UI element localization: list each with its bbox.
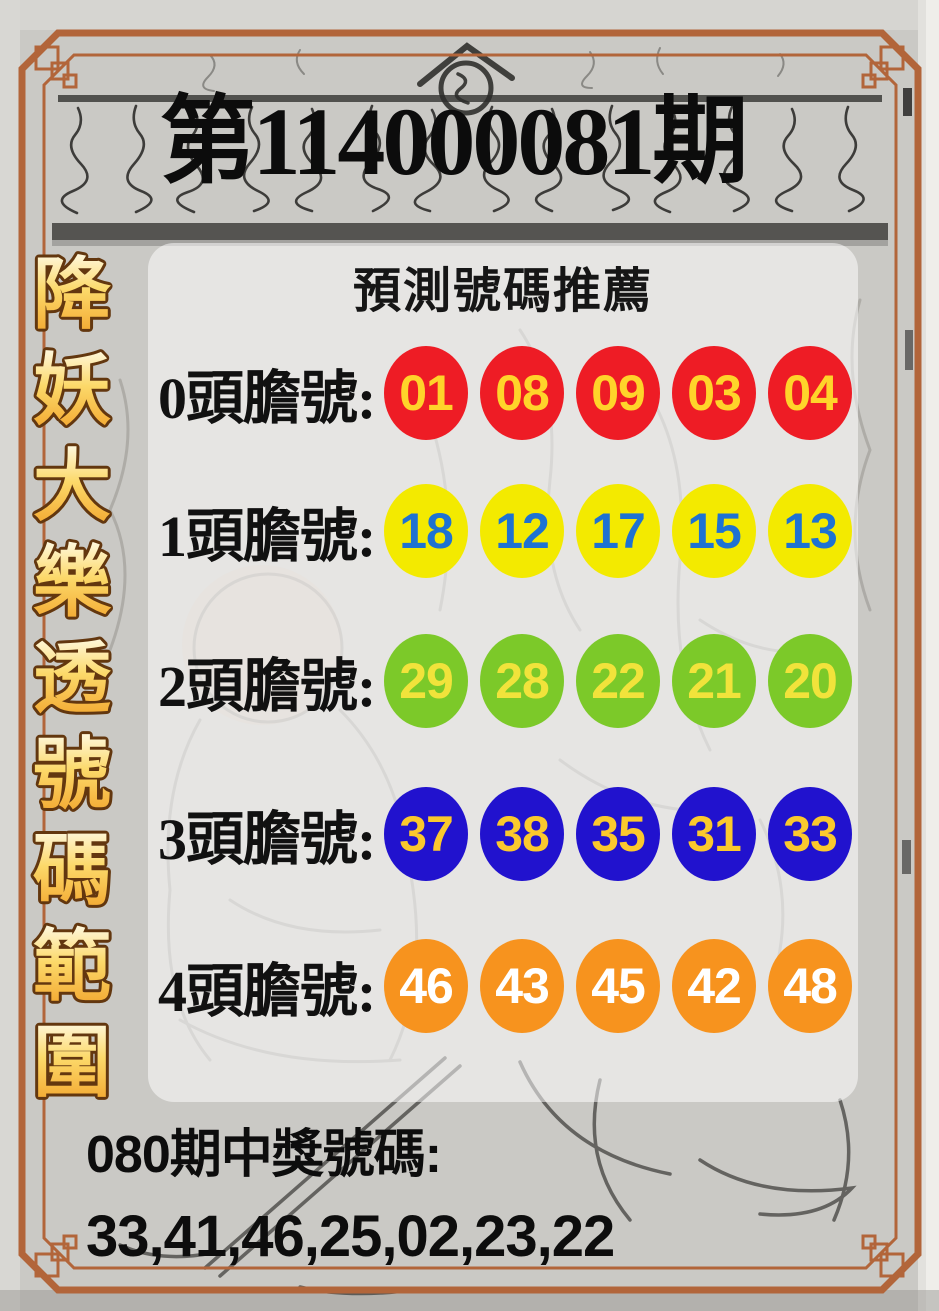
lottery-ball: 08: [480, 346, 564, 440]
lottery-ball: 09: [576, 346, 660, 440]
lottery-ball: 28: [480, 634, 564, 728]
row-label: 3頭膽號:: [158, 807, 376, 872]
lottery-ball: 33: [768, 787, 852, 881]
lottery-ball: 03: [672, 346, 756, 440]
lottery-ball: 29: [384, 634, 468, 728]
prediction-row-0: 0頭膽號: 01 08 09 03 04: [158, 346, 852, 440]
row-label: 4頭膽號:: [158, 959, 376, 1024]
lottery-ball: 18: [384, 484, 468, 578]
lottery-ball: 43: [480, 939, 564, 1033]
lottery-ball: 42: [672, 939, 756, 1033]
number-balls: 37 38 35 31 33: [384, 787, 852, 881]
row-label: 2頭膽號:: [158, 654, 376, 719]
lottery-ball: 48: [768, 939, 852, 1033]
lottery-ball: 21: [672, 634, 756, 728]
lottery-ball: 31: [672, 787, 756, 881]
prediction-panel: 預測號碼推薦 0頭膽號: 01 08 09 03 04 1頭膽號: 18 12 …: [148, 243, 858, 1102]
panel-subtitle: 預測號碼推薦: [352, 265, 653, 318]
page-title: 第114000081期: [159, 88, 749, 195]
number-balls: 46 43 45 42 48: [384, 939, 852, 1033]
lottery-ball: 15: [672, 484, 756, 578]
lottery-ball: 45: [576, 939, 660, 1033]
lottery-ball: 01: [384, 346, 468, 440]
row-label: 0頭膽號:: [158, 366, 376, 431]
lottery-ball: 20: [768, 634, 852, 728]
lottery-ball: 04: [768, 346, 852, 440]
lottery-ball: 13: [768, 484, 852, 578]
row-label: 1頭膽號:: [158, 504, 376, 569]
prediction-row-4: 4頭膽號: 46 43 45 42 48: [158, 939, 852, 1033]
lottery-ball: 38: [480, 787, 564, 881]
manuscript-divider-band: [52, 223, 888, 240]
prediction-row-2: 2頭膽號: 29 28 22 21 20: [158, 634, 852, 728]
previous-draw-result: 080期中獎號碼: 33,41,46,25,02,23,22: [86, 1112, 866, 1270]
prediction-row-1: 1頭膽號: 18 12 17 15 13: [158, 484, 852, 578]
number-balls: 01 08 09 03 04: [384, 346, 852, 440]
lottery-ball: 22: [576, 634, 660, 728]
lottery-ball: 35: [576, 787, 660, 881]
previous-draw-label: 080期中獎號碼:: [86, 1126, 442, 1184]
number-balls: 18 12 17 15 13: [384, 484, 852, 578]
previous-draw-numbers: 33,41,46,25,02,23,22: [86, 1204, 615, 1269]
lottery-ball: 12: [480, 484, 564, 578]
lottery-ball: 17: [576, 484, 660, 578]
lottery-ball: 37: [384, 787, 468, 881]
number-balls: 29 28 22 21 20: [384, 634, 852, 728]
lottery-ball: 46: [384, 939, 468, 1033]
prediction-row-3: 3頭膽號: 37 38 35 31 33: [158, 787, 852, 881]
